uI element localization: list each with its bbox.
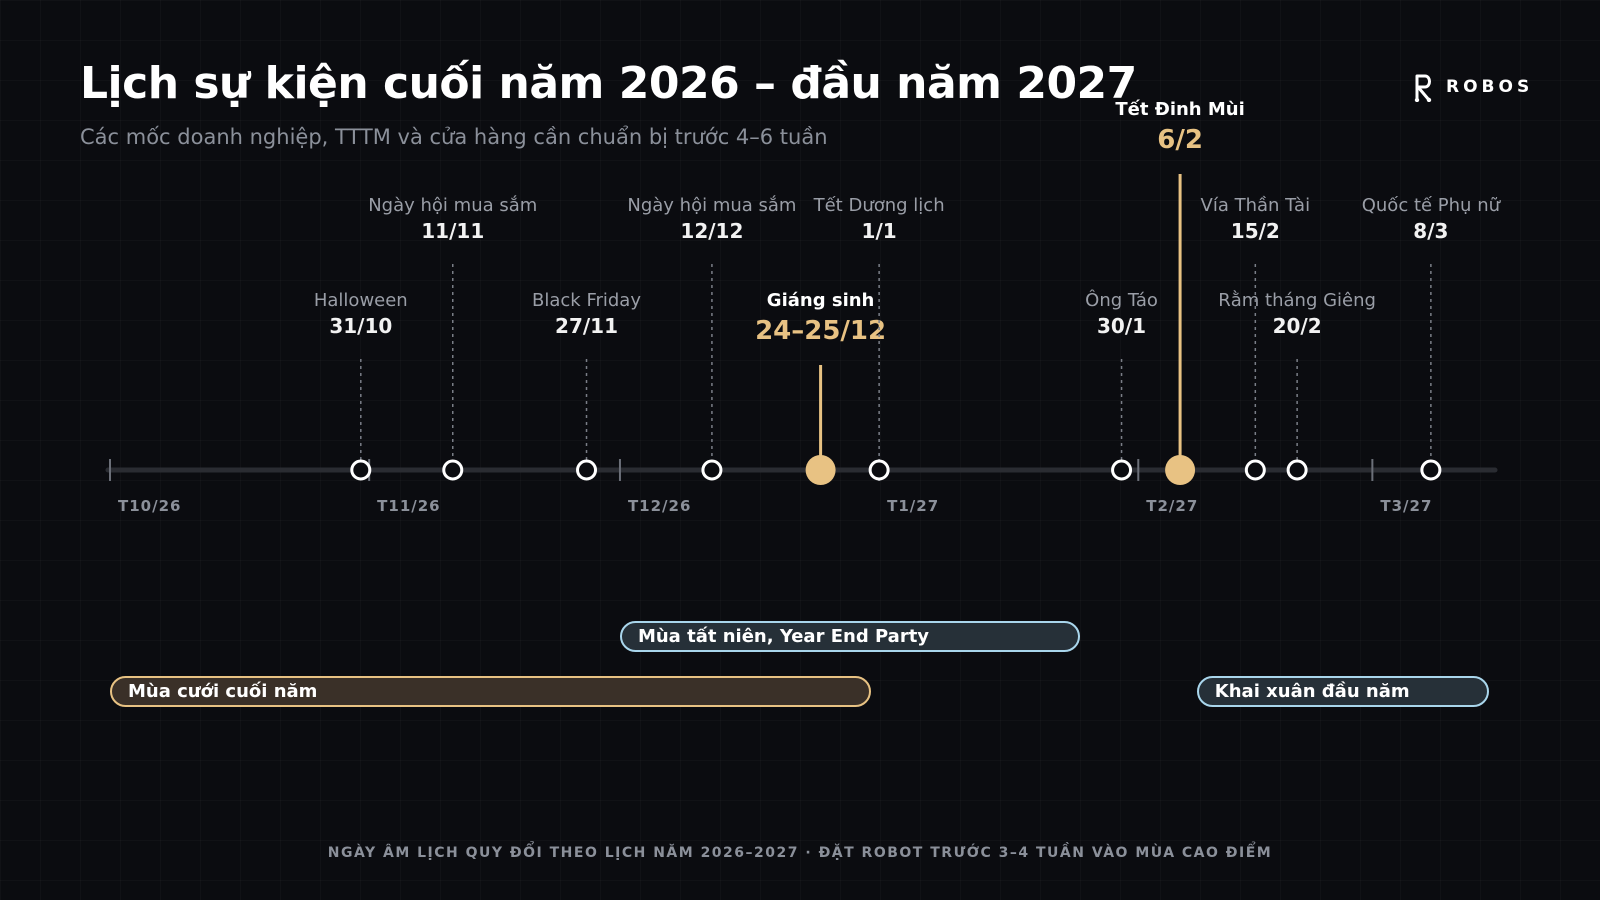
event-name: Rằm tháng Giêng <box>1218 290 1376 311</box>
event-date: 24–25/12 <box>755 316 886 346</box>
event-name: Ngày hội mua sắm <box>368 195 537 216</box>
brand-logo: ROBOS <box>1412 72 1533 102</box>
event-marker <box>350 459 372 481</box>
event-date: 11/11 <box>421 219 484 243</box>
month-label: T10/26 <box>118 497 181 515</box>
event-name: Quốc tế Phụ nữ <box>1362 195 1502 216</box>
event-name: Black Friday <box>532 290 641 311</box>
period-band: Khai xuân đầu năm <box>1196 676 1490 707</box>
timeline-event: Ngày hội mua sắm 12/12 <box>627 195 796 481</box>
event-marker <box>576 459 598 481</box>
event-name: Tết Dương lịch <box>813 195 945 216</box>
event-name: Ông Táo <box>1085 289 1158 311</box>
event-date: 30/1 <box>1097 314 1146 338</box>
timeline-event: Quốc tế Phụ nữ 8/3 <box>1362 195 1502 481</box>
event-date: 8/3 <box>1413 219 1448 243</box>
event-name: Halloween <box>314 290 408 311</box>
event-name: Giáng sinh <box>767 290 875 311</box>
timeline-event: Tết Đinh Mùi 6/2 <box>1115 99 1245 485</box>
footnote: NGÀY ÂM LỊCH QUY ĐỔI THEO LỊCH NĂM 2026–… <box>327 845 1273 861</box>
event-marker <box>868 459 890 481</box>
brand-name: ROBOS <box>1446 77 1534 97</box>
timeline-event: Tết Dương lịch 1/1 <box>813 195 945 481</box>
timeline-event: Black Friday 27/11 <box>532 290 641 481</box>
event-date: 31/10 <box>329 314 392 338</box>
month-label: T3/27 <box>1380 497 1432 515</box>
timeline-event: Vía Thần Tài 15/2 <box>1201 195 1311 481</box>
event-marker <box>701 459 723 481</box>
event-marker <box>1244 459 1266 481</box>
event-date: 15/2 <box>1231 219 1280 243</box>
event-marker-highlight <box>805 455 836 485</box>
page-title: Lịch sự kiện cuối năm 2026 – đầu năm 202… <box>80 58 1137 109</box>
timeline-event: Rằm tháng Giêng 20/2 <box>1218 290 1376 481</box>
month-label: T12/26 <box>628 497 691 515</box>
timeline-event: Giáng sinh 24–25/12 <box>755 290 886 485</box>
event-name: Tết Đinh Mùi <box>1115 99 1244 120</box>
month-label: T11/26 <box>377 497 440 515</box>
event-date: 27/11 <box>555 314 618 338</box>
month-label: T1/27 <box>887 497 939 515</box>
page-subtitle: Các mốc doanh nghiệp, TTTM và cửa hàng c… <box>80 125 828 149</box>
event-marker <box>1286 459 1308 481</box>
event-name: Vía Thần Tài <box>1201 195 1311 216</box>
event-date: 12/12 <box>680 219 743 243</box>
period-band: Mùa cưới cuối năm <box>110 676 871 707</box>
event-marker <box>1420 459 1442 481</box>
event-date: 20/2 <box>1273 314 1322 338</box>
event-name: Ngày hội mua sắm <box>627 195 796 216</box>
event-timeline: T10/26 T11/26 T12/26 T1/27 T2/27 T3/27 Hallowe… <box>105 99 1502 515</box>
period-band: Mùa tất niên, Year End Party <box>619 621 1080 652</box>
event-date: 1/1 <box>862 219 897 243</box>
robot-r-icon <box>1414 74 1432 102</box>
event-marker-highlight <box>1165 455 1196 485</box>
month-label: T2/27 <box>1146 497 1198 515</box>
event-marker <box>1111 459 1133 481</box>
event-marker <box>442 459 464 481</box>
timeline-event: Ông Táo 30/1 <box>1085 289 1158 481</box>
event-date: 6/2 <box>1157 125 1203 155</box>
timeline-event: Halloween 31/10 <box>314 290 408 481</box>
timeline-event: Ngày hội mua sắm 11/11 <box>368 195 537 481</box>
